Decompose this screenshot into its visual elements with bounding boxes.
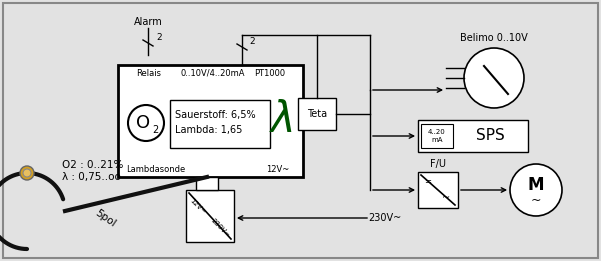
Text: Alarm: Alarm	[133, 17, 162, 27]
Circle shape	[464, 48, 524, 108]
Circle shape	[510, 164, 562, 216]
Text: 230V~: 230V~	[209, 217, 231, 239]
Text: 4..20
mA: 4..20 mA	[428, 129, 446, 143]
Text: PT1000: PT1000	[254, 68, 285, 78]
Text: O2 : 0..21%: O2 : 0..21%	[62, 160, 123, 170]
Text: Lambda: 1,65: Lambda: 1,65	[175, 125, 242, 135]
Text: 5pol: 5pol	[93, 207, 117, 229]
Text: Belimo 0..10V: Belimo 0..10V	[460, 33, 528, 43]
Text: 12V~: 12V~	[189, 197, 207, 215]
Text: $\lambda$: $\lambda$	[269, 99, 293, 141]
Circle shape	[23, 169, 31, 177]
Text: 2: 2	[152, 125, 158, 135]
Text: Relais: Relais	[136, 68, 161, 78]
Text: M: M	[528, 176, 545, 194]
Bar	[170, 100, 270, 148]
Bar	[196, 177, 218, 190]
Text: 230V~: 230V~	[368, 213, 401, 223]
Text: 2: 2	[249, 38, 255, 46]
Text: 0..10V/4..20mA: 0..10V/4..20mA	[181, 68, 245, 78]
Bar	[418, 120, 528, 152]
Text: ~: ~	[442, 193, 450, 203]
Text: Lambdasonde: Lambdasonde	[126, 164, 185, 174]
Text: O: O	[136, 114, 150, 132]
Bar	[186, 190, 234, 242]
Circle shape	[20, 166, 34, 180]
Text: SPS: SPS	[475, 128, 504, 144]
Circle shape	[128, 105, 164, 141]
Text: ~: ~	[531, 193, 542, 206]
Text: 12V~: 12V~	[266, 164, 289, 174]
Text: 2: 2	[156, 33, 162, 41]
Text: F/U: F/U	[430, 159, 446, 169]
Bar	[298, 98, 336, 130]
Bar	[418, 172, 458, 208]
Text: Sauerstoff: 6,5%: Sauerstoff: 6,5%	[175, 110, 255, 120]
Bar	[118, 65, 303, 177]
Bar	[421, 124, 453, 148]
Text: Teta: Teta	[307, 109, 327, 119]
Text: =: =	[424, 177, 432, 187]
Text: λ : 0,75..oo: λ : 0,75..oo	[62, 172, 121, 182]
